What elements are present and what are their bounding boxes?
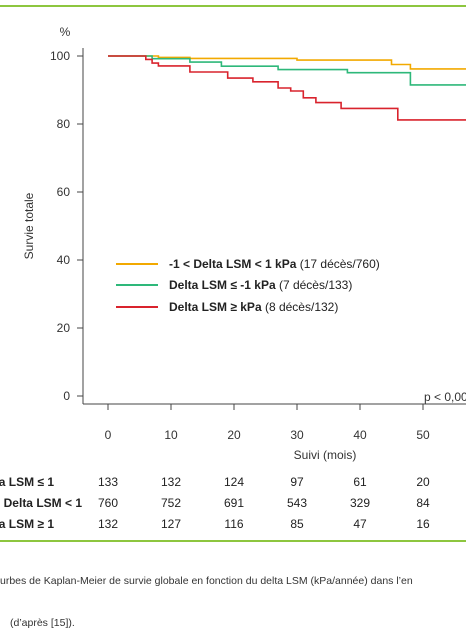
legend-entry-1: -1 < Delta LSM < 1 kPa (17 décès/760) bbox=[169, 257, 380, 271]
legend-series-name: Delta LSM ≤ -1 kPa bbox=[169, 278, 276, 292]
risk-cell: 16 bbox=[416, 517, 430, 531]
risk-cell: 85 bbox=[290, 517, 304, 531]
y-ticks: 0 20 40 60 80 100 bbox=[50, 49, 83, 403]
risk-cell: 132 bbox=[161, 475, 181, 489]
figure-caption: urbes de Kaplan-Meier de survie globale … bbox=[0, 546, 466, 644]
x-tick-label: 0 bbox=[105, 428, 112, 442]
y-tick-label: 0 bbox=[63, 389, 70, 403]
risk-cell: 127 bbox=[161, 517, 181, 531]
survival-curve-2 bbox=[108, 55, 466, 86]
risk-cell: 97 bbox=[290, 475, 304, 489]
legend: -1 < Delta LSM < 1 kPa (17 décès/760) Del… bbox=[116, 257, 380, 314]
legend-series-detail: (17 décès/760) bbox=[296, 257, 379, 271]
top-rule bbox=[0, 5, 466, 7]
x-tick-label: 40 bbox=[353, 428, 367, 442]
risk-cell: 61 bbox=[353, 475, 367, 489]
y-axis-label: Survie totale bbox=[22, 192, 36, 259]
risk-cell: 124 bbox=[224, 475, 244, 489]
risk-row-label: Delta LSM < 1 bbox=[4, 496, 83, 510]
survival-curve-1 bbox=[108, 55, 466, 70]
risk-cell: 691 bbox=[224, 496, 244, 510]
caption-line-1: urbes de Kaplan-Meier de survie globale … bbox=[0, 575, 413, 587]
survival-curves bbox=[108, 55, 466, 121]
y-tick-label: 100 bbox=[50, 49, 70, 63]
y-tick-label: 40 bbox=[57, 253, 71, 267]
p-value-annotation: p < 0,00 bbox=[424, 390, 466, 404]
risk-cell: 133 bbox=[98, 475, 118, 489]
x-tick-label: 10 bbox=[164, 428, 178, 442]
legend-series-name: -1 < Delta LSM < 1 kPa bbox=[169, 257, 297, 271]
legend-series-name: Delta LSM ≥ kPa bbox=[169, 300, 262, 314]
axes bbox=[82, 48, 466, 405]
risk-row-label: a LSM ≥ 1 bbox=[0, 517, 54, 531]
kaplan-meier-chart: 0 20 40 60 80 100 0 10 20 30 40 50 % Survie totale… bbox=[0, 25, 466, 531]
risk-cell: 329 bbox=[350, 496, 370, 510]
risk-row-label: a LSM ≤ 1 bbox=[0, 475, 54, 489]
legend-entry-3: Delta LSM ≥ kPa (8 décès/132) bbox=[169, 300, 338, 314]
x-ticks: 0 10 20 30 40 50 bbox=[105, 404, 430, 442]
y-tick-label: 60 bbox=[57, 185, 71, 199]
caption-line-2: (d’après [15]). bbox=[10, 617, 75, 629]
y-unit-label: % bbox=[60, 25, 71, 39]
bottom-rule bbox=[0, 540, 466, 542]
x-tick-label: 20 bbox=[227, 428, 241, 442]
risk-cell: 20 bbox=[416, 475, 430, 489]
risk-cell: 760 bbox=[98, 496, 118, 510]
risk-cell: 84 bbox=[416, 496, 430, 510]
legend-entry-2: Delta LSM ≤ -1 kPa (7 décès/133) bbox=[169, 278, 352, 292]
x-axis-label: Suivi (mois) bbox=[294, 448, 357, 462]
legend-series-detail: (7 décès/133) bbox=[276, 278, 353, 292]
risk-cell: 116 bbox=[224, 517, 243, 531]
legend-series-detail: (8 décès/132) bbox=[262, 300, 339, 314]
risk-cell: 47 bbox=[353, 517, 367, 531]
number-at-risk-table: a LSM ≤ 1 133 132 124 97 61 20 Delta LSM < 1 760… bbox=[0, 475, 430, 531]
y-tick-label: 20 bbox=[57, 321, 71, 335]
survival-curve-3 bbox=[108, 55, 466, 121]
y-tick-label: 80 bbox=[57, 117, 71, 131]
x-tick-label: 50 bbox=[416, 428, 430, 442]
risk-cell: 752 bbox=[161, 496, 181, 510]
risk-cell: 543 bbox=[287, 496, 307, 510]
x-tick-label: 30 bbox=[290, 428, 304, 442]
risk-cell: 132 bbox=[98, 517, 118, 531]
